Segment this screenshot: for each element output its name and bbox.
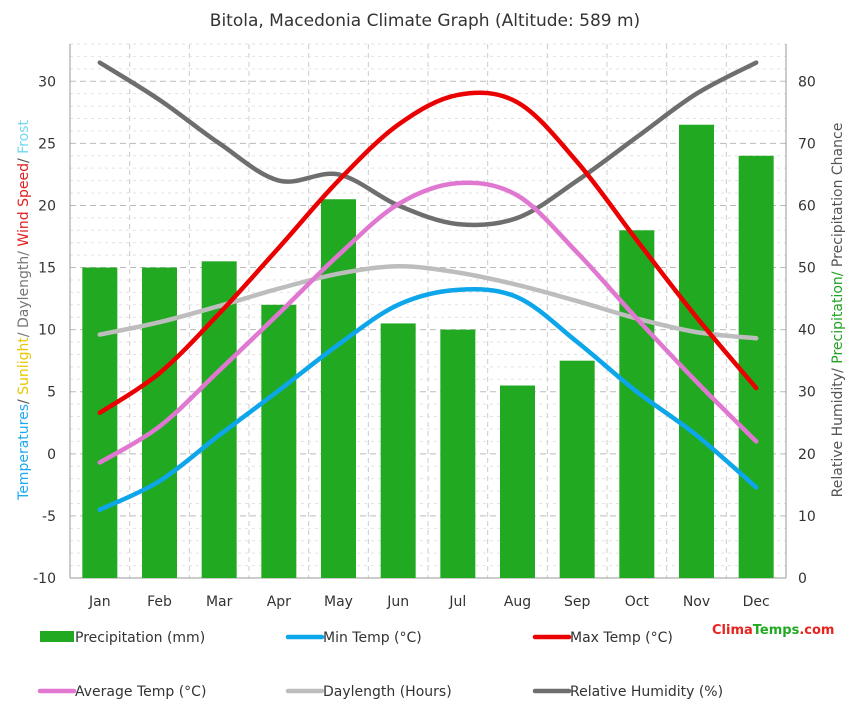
chart-title: Bitola, Macedonia Climate Graph (Altitud… (210, 11, 640, 31)
precipitation-bar-jul (440, 329, 476, 578)
x-tick-label-apr: Apr (267, 594, 291, 610)
left-axis-title: Temperatures/ Sunlight/ Daylength/ Wind … (16, 120, 32, 501)
right-tick-label: 0 (798, 571, 807, 587)
left-tick-label: -5 (42, 509, 56, 525)
legend-label-precipitation-mm: Precipitation (mm) (75, 630, 205, 646)
precipitation-bar-feb (142, 267, 177, 578)
x-tick-label-may: May (324, 594, 353, 610)
left-tick-label: 0 (47, 447, 56, 463)
axis-title-part: Relative Humidity/ (830, 364, 846, 498)
right-tick-label: 50 (798, 261, 816, 277)
x-tick-label-aug: Aug (504, 594, 531, 610)
precipitation-bar-oct (619, 230, 655, 579)
legend: Precipitation (mm) Min Temp (°C) Max Temp … (37, 630, 723, 700)
axis-title-part: Wind Speed (16, 163, 32, 247)
axis-title-part: / (16, 395, 32, 404)
brand-logo: ClimaTemps.com (712, 623, 834, 638)
right-axis-title: Relative Humidity/ Precipitation/ Precip… (830, 123, 846, 498)
left-tick-label: 10 (38, 323, 56, 339)
right-tick-label: 10 (798, 509, 816, 525)
legend-label-max-temp-c: Max Temp (°C) (570, 630, 673, 646)
line-max-temp-c (97, 90, 759, 416)
legend-swatch-precipitation-mm (40, 631, 74, 642)
right-tick-label: 60 (798, 198, 816, 214)
x-tick-label-sep: Sep (564, 594, 591, 610)
left-tick-label: 20 (38, 198, 56, 214)
precipitation-bar-jan (82, 267, 118, 578)
line-min-temp-c (97, 287, 759, 512)
right-tick-label: 70 (798, 136, 816, 152)
axis-title-part: / (16, 154, 32, 163)
precipitation-bar-nov (679, 124, 714, 578)
right-tick-label: 20 (798, 447, 816, 463)
precipitation-bar-sep (559, 360, 595, 578)
line-average-temp-c (97, 180, 759, 465)
precipitation-bar-may (321, 199, 356, 579)
precipitation-bar-apr (261, 304, 297, 578)
axis-title-part: Sunlight (16, 337, 32, 395)
legend-label-average-temp-c: Average Temp (°C) (75, 684, 206, 700)
left-tick-label: -10 (33, 571, 56, 587)
x-tick-label-nov: Nov (683, 594, 710, 610)
series-lines (97, 60, 759, 512)
x-tick-label-jan: Jan (88, 594, 111, 610)
axis-title-part: Temperatures (16, 404, 32, 501)
line-daylength-hours (97, 264, 759, 341)
legend-label-relative-humidity: Relative Humidity (%) (570, 684, 723, 700)
precipitation-bar-jun (380, 323, 416, 578)
axis-title-part: / Daylength/ (16, 247, 32, 338)
x-tick-label-jul: Jul (448, 594, 466, 610)
line-relative-humidity (97, 60, 759, 228)
precipitation-bar-dec (738, 155, 774, 578)
brand-part: Clima (712, 623, 753, 638)
right-tick-label: 40 (798, 323, 816, 339)
x-tick-label-jun: Jun (386, 594, 409, 610)
left-tick-label: 5 (47, 385, 56, 401)
legend-label-min-temp-c: Min Temp (°C) (323, 630, 422, 646)
legend-label-daylength-hours: Daylength (Hours) (323, 684, 452, 700)
brand-part: .com (799, 623, 834, 638)
left-tick-label: 25 (38, 136, 56, 152)
left-tick-label: 30 (38, 74, 56, 90)
axis-title-part: Frost (16, 120, 32, 154)
x-tick-label-mar: Mar (206, 594, 233, 610)
axis-title-part: Precipitation Chance (830, 123, 846, 267)
x-tick-label-feb: Feb (147, 594, 172, 610)
right-tick-label: 80 (798, 74, 816, 90)
x-tick-label-dec: Dec (743, 594, 770, 610)
x-tick-label-oct: Oct (625, 594, 650, 610)
axis-ticks: -10 -5 0 5 10 15 20 25 30 0 10 20 30 40 50 60 70 80 Jan Feb… (33, 74, 816, 610)
precipitation-bar-aug (500, 385, 535, 578)
grid (69, 43, 787, 579)
left-tick-label: 15 (38, 261, 56, 277)
axis-title-part: Precipitation/ (830, 267, 846, 364)
brand-part: Temps (753, 623, 800, 638)
right-tick-label: 30 (798, 385, 816, 401)
